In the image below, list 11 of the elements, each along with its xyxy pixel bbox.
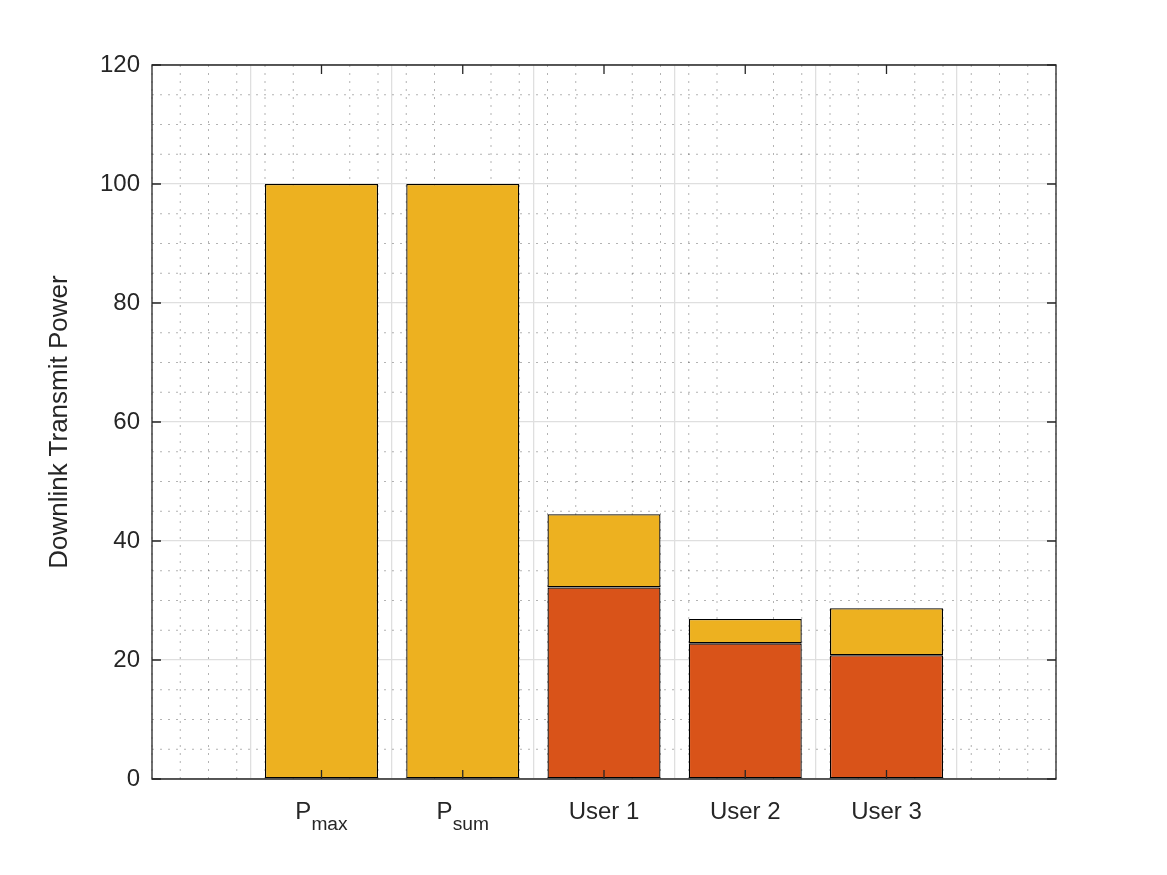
y-axis-title: Downlink Transmit Power <box>42 275 73 569</box>
y-tick-label: 0 <box>126 763 140 791</box>
x-tick-label: User 3 <box>851 797 922 824</box>
x-tick-label: User 2 <box>709 797 781 824</box>
y-tick-label: 60 <box>113 406 140 434</box>
y-tick-label: 20 <box>113 644 140 672</box>
y-tick-label: 120 <box>99 49 140 77</box>
y-tick-label: 100 <box>99 168 140 196</box>
x-tick-label: User 1 <box>568 797 640 824</box>
y-tick-label: 80 <box>113 287 140 315</box>
y-tick-label: 40 <box>113 525 140 553</box>
